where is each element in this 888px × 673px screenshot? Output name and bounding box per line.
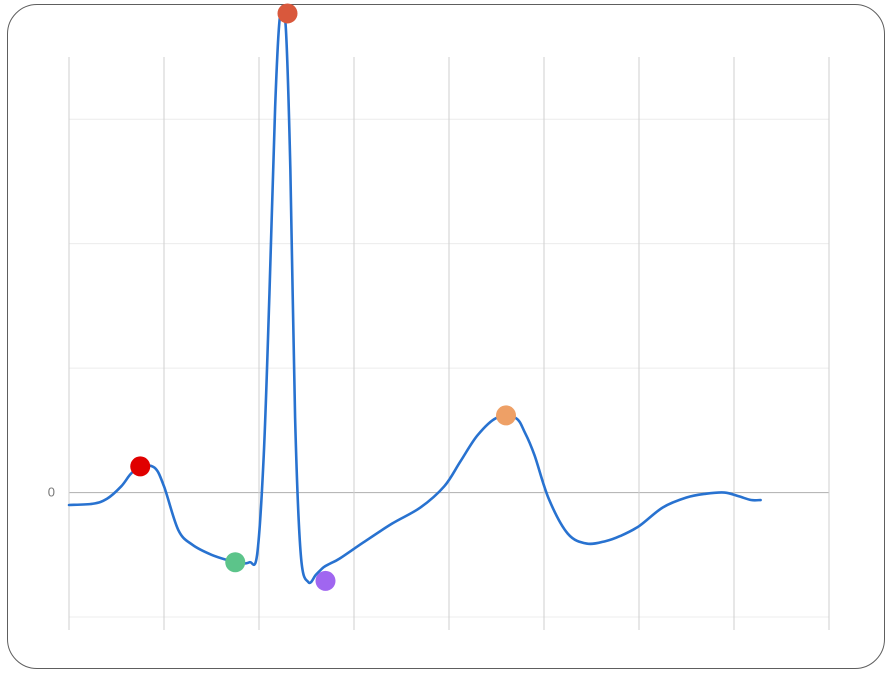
- data-point-marker-2: [225, 552, 246, 573]
- data-point-marker-1: [130, 456, 151, 477]
- tick-layer: 0: [48, 485, 55, 500]
- grid-layer: [68, 57, 830, 630]
- y-tick-label: 0: [48, 485, 55, 500]
- marker-layer: [130, 3, 516, 591]
- data-point-marker-4: [315, 570, 336, 591]
- chart-card: [7, 4, 885, 669]
- series-layer: [67, 4, 762, 585]
- series-line-0: [67, 4, 762, 585]
- data-point-marker-5: [496, 405, 516, 426]
- data-point-marker-3: [277, 3, 298, 24]
